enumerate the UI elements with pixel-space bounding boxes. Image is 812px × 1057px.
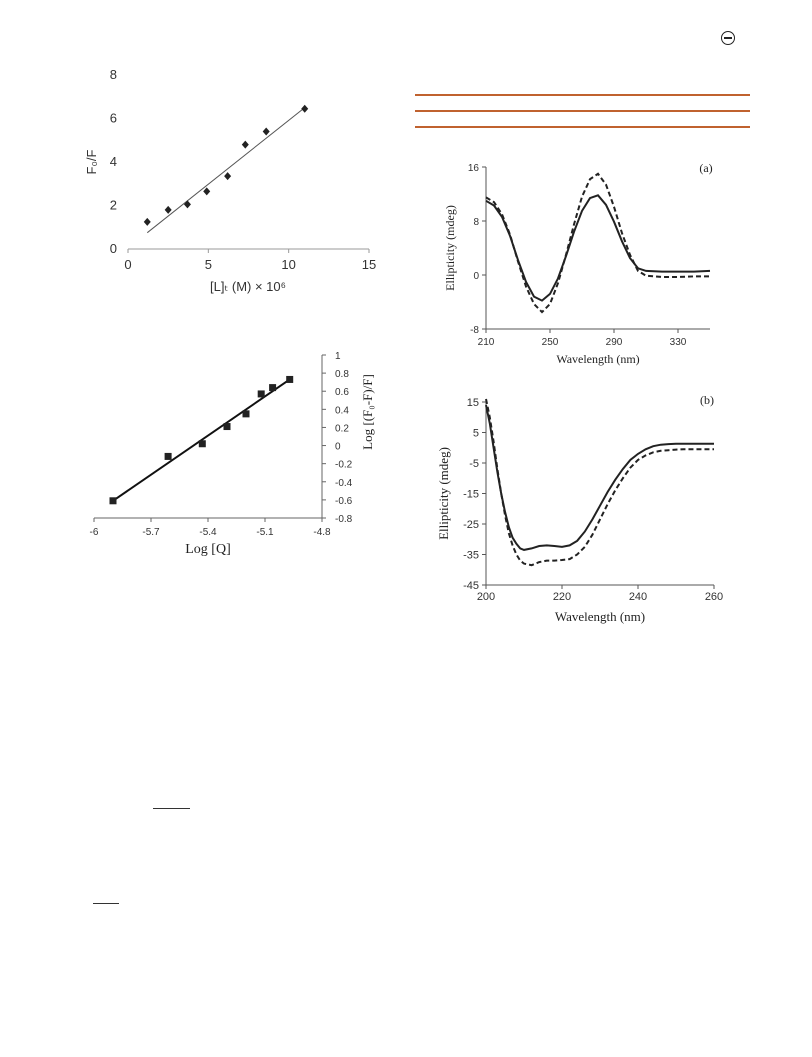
data-point	[257, 390, 265, 398]
table-rule-middle	[415, 110, 750, 112]
y-tick-label: 15	[467, 397, 479, 409]
x-axis-label: Log [Q]	[185, 542, 231, 557]
y-axis-label: Ellipticity (mdeg)	[436, 447, 451, 540]
x-tick-label: -5.4	[199, 527, 217, 538]
y-axis-label: F₀/F	[84, 149, 99, 174]
dashed-series-line	[485, 172, 710, 314]
x-tick-label: 260	[705, 591, 723, 603]
x-tick-label: 220	[553, 591, 571, 603]
fit-line	[146, 107, 306, 234]
y-tick-label: 2	[110, 198, 117, 213]
x-tick-label: 240	[629, 591, 647, 603]
fit-line	[112, 378, 291, 502]
data-point	[224, 172, 232, 181]
y-tick-label: 16	[468, 163, 480, 174]
y-tick-label: -25	[463, 519, 479, 531]
data-point	[164, 205, 172, 214]
data-point	[269, 384, 277, 392]
y-tick-label: -0.8	[335, 514, 353, 525]
panel-label: (a)	[699, 161, 712, 175]
x-tick-label: 15	[362, 257, 376, 272]
x-tick-label: -5.7	[142, 527, 160, 538]
y-tick-label: -8	[470, 325, 479, 336]
x-tick-label: 290	[606, 337, 623, 348]
y-tick-label: 0.4	[335, 405, 349, 416]
x-tick-label: 5	[205, 257, 212, 272]
data-point	[242, 410, 250, 418]
y-tick-label: 0.8	[335, 369, 349, 380]
y-axis-label: Ellipticity (mdeg)	[443, 205, 457, 291]
x-axis-label: [L]ₜ (M) × 10⁶	[210, 279, 286, 294]
y-tick-label: 8	[473, 217, 479, 228]
y-axis-label: Log [(F₀-F)/F]	[360, 374, 375, 450]
x-tick-label: 250	[542, 337, 559, 348]
fraction-rule	[153, 808, 190, 809]
table-rule-top	[415, 94, 750, 96]
y-tick-label: -0.2	[335, 460, 353, 471]
data-point	[143, 217, 151, 226]
y-tick-label: 6	[110, 111, 117, 126]
y-tick-label: -35	[463, 550, 479, 562]
y-tick-label: 0	[335, 442, 341, 453]
x-tick-label: 0	[124, 257, 131, 272]
data-point	[198, 440, 206, 448]
x-tick-label: -5.1	[256, 527, 274, 538]
y-tick-label: -45	[463, 580, 479, 592]
x-tick-label: -4.8	[313, 527, 331, 538]
table-rule-bottom	[415, 126, 750, 128]
y-tick-label: -15	[463, 489, 479, 501]
dashed-series-line	[485, 398, 714, 567]
fraction-rule	[93, 903, 119, 904]
data-point	[262, 127, 270, 136]
y-tick-label: 5	[473, 428, 479, 440]
y-tick-label: 0.6	[335, 387, 349, 398]
x-axis-label: Wavelength (nm)	[556, 352, 639, 366]
y-tick-label: 0.2	[335, 423, 349, 434]
y-tick-label: 4	[110, 154, 117, 169]
data-point	[301, 104, 309, 113]
data-point	[109, 497, 117, 505]
data-point	[241, 140, 249, 149]
data-point	[286, 375, 294, 383]
y-tick-label: 0	[473, 271, 479, 282]
y-tick-label: -0.4	[335, 478, 353, 489]
corner-symbol-icon	[721, 31, 735, 45]
x-axis-label: Wavelength (nm)	[555, 609, 645, 624]
x-tick-label: 200	[477, 591, 495, 603]
y-tick-label: -5	[469, 458, 479, 470]
y-tick-label: 8	[110, 67, 117, 82]
x-tick-label: 210	[478, 337, 495, 348]
panel-label: (b)	[700, 393, 714, 407]
y-tick-label: 0	[110, 241, 117, 256]
y-tick-label: -0.6	[335, 496, 353, 507]
data-point	[164, 452, 172, 460]
solid-series-line	[485, 404, 714, 551]
data-point	[183, 200, 191, 209]
data-point	[223, 423, 231, 431]
x-tick-label: -6	[90, 527, 99, 538]
data-point	[203, 187, 211, 196]
x-tick-label: 10	[281, 257, 295, 272]
y-tick-label: 1	[335, 351, 341, 362]
x-tick-label: 330	[670, 337, 687, 348]
